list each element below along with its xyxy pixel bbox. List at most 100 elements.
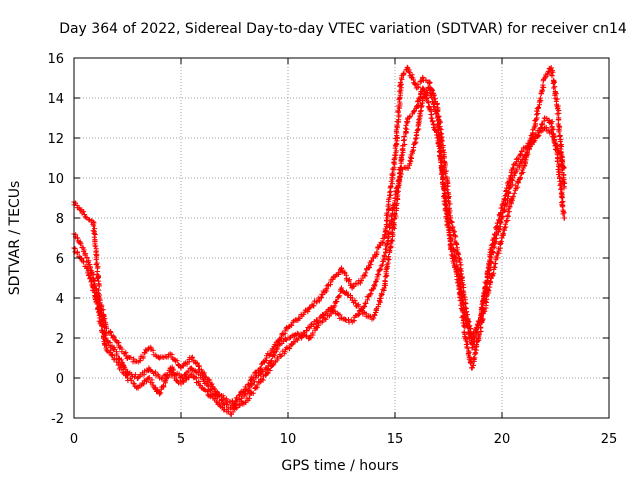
trace-marker bbox=[453, 241, 460, 248]
y-axis-label: SDTVAR / TECUs bbox=[7, 181, 23, 296]
trace-marker bbox=[397, 79, 404, 86]
data-point bbox=[157, 355, 163, 361]
trace-marker bbox=[395, 108, 401, 114]
trace-marker bbox=[434, 132, 440, 138]
trace-marker bbox=[553, 91, 559, 97]
trace-marker bbox=[292, 339, 298, 345]
y-tick-label: 10 bbox=[47, 172, 64, 187]
trace-marker bbox=[103, 347, 110, 353]
trace-marker bbox=[470, 362, 477, 368]
trace-marker bbox=[453, 234, 459, 240]
trace-marker bbox=[229, 398, 236, 404]
trace-marker bbox=[194, 360, 200, 366]
trace-marker bbox=[384, 215, 390, 221]
trace-marker bbox=[343, 317, 349, 323]
trace-marker bbox=[515, 179, 521, 185]
trace-marker bbox=[438, 171, 445, 177]
trace-marker bbox=[426, 80, 433, 86]
trace-marker bbox=[433, 111, 439, 117]
trace-marker bbox=[406, 68, 412, 74]
trace-marker bbox=[551, 139, 557, 145]
trace-marker bbox=[385, 254, 392, 260]
trace-marker bbox=[404, 119, 410, 125]
trace-marker bbox=[214, 389, 220, 395]
trace-marker bbox=[558, 194, 565, 200]
trace-marker bbox=[494, 224, 500, 230]
trace-marker bbox=[519, 148, 525, 154]
trace-marker bbox=[238, 395, 245, 401]
trace-marker bbox=[120, 367, 126, 373]
trace-marker bbox=[297, 315, 303, 322]
trace-marker bbox=[459, 297, 466, 303]
trace-marker bbox=[558, 180, 564, 186]
trace-marker bbox=[409, 150, 415, 156]
trace-marker bbox=[482, 284, 488, 290]
data-point bbox=[338, 285, 345, 291]
trace-marker bbox=[384, 210, 390, 216]
trace-marker bbox=[99, 329, 106, 336]
trace-marker bbox=[481, 292, 488, 298]
trace-marker bbox=[93, 256, 99, 263]
trace-marker bbox=[539, 121, 546, 127]
trace-marker bbox=[313, 317, 320, 323]
trace-marker bbox=[384, 273, 390, 279]
trace-marker bbox=[186, 359, 192, 365]
trace-marker bbox=[123, 349, 129, 356]
x-axis-label: GPS time / hours bbox=[281, 458, 398, 474]
trace-marker bbox=[552, 84, 558, 90]
trace-marker bbox=[549, 127, 555, 133]
trace-marker bbox=[523, 157, 529, 163]
data-layer bbox=[71, 64, 568, 417]
trace-marker bbox=[550, 126, 556, 132]
trace-marker bbox=[494, 255, 500, 261]
y-tick-label: 2 bbox=[56, 332, 64, 347]
series-satellite-track-c bbox=[71, 85, 568, 408]
trace-marker bbox=[501, 225, 508, 231]
trace-marker bbox=[322, 315, 328, 321]
data-point bbox=[469, 345, 475, 351]
trace-marker bbox=[459, 295, 465, 301]
trace-marker bbox=[513, 161, 519, 167]
trace-marker bbox=[465, 329, 471, 335]
trace-marker bbox=[415, 82, 421, 88]
trace-marker bbox=[345, 316, 352, 323]
trace-marker bbox=[550, 131, 557, 137]
trace-marker bbox=[368, 258, 375, 264]
trace-marker bbox=[492, 231, 498, 237]
trace-marker bbox=[346, 277, 352, 283]
trace-marker bbox=[500, 201, 506, 207]
trace-marker bbox=[510, 193, 516, 200]
trace-marker bbox=[464, 323, 470, 330]
trace-marker bbox=[405, 165, 411, 171]
trace-marker bbox=[224, 401, 230, 408]
trace-marker bbox=[458, 289, 464, 295]
trace-marker bbox=[401, 70, 407, 76]
trace-marker bbox=[259, 368, 265, 374]
trace-marker bbox=[417, 94, 423, 100]
trace-marker bbox=[449, 236, 455, 242]
trace-marker bbox=[303, 333, 309, 339]
data-point bbox=[189, 371, 195, 377]
trace-marker bbox=[446, 220, 452, 226]
trace-marker bbox=[501, 208, 507, 214]
trace-marker bbox=[132, 372, 139, 378]
data-point bbox=[561, 215, 567, 221]
trace-marker bbox=[128, 377, 134, 383]
trace-marker bbox=[550, 80, 556, 87]
data-point bbox=[371, 315, 377, 321]
trace-marker bbox=[535, 104, 541, 111]
trace-marker bbox=[503, 188, 509, 195]
trace-marker bbox=[557, 133, 563, 140]
trace-marker bbox=[452, 232, 458, 239]
trace-marker bbox=[515, 184, 521, 190]
trace-marker bbox=[372, 279, 379, 285]
trace-marker bbox=[429, 94, 435, 101]
trace-marker bbox=[393, 148, 399, 154]
trace-marker bbox=[388, 183, 394, 190]
trace-marker bbox=[337, 293, 343, 299]
trace-marker bbox=[556, 129, 562, 135]
trace-marker bbox=[356, 303, 362, 309]
trace-marker bbox=[92, 243, 99, 249]
trace-marker bbox=[90, 227, 96, 234]
trace-marker bbox=[475, 322, 481, 329]
